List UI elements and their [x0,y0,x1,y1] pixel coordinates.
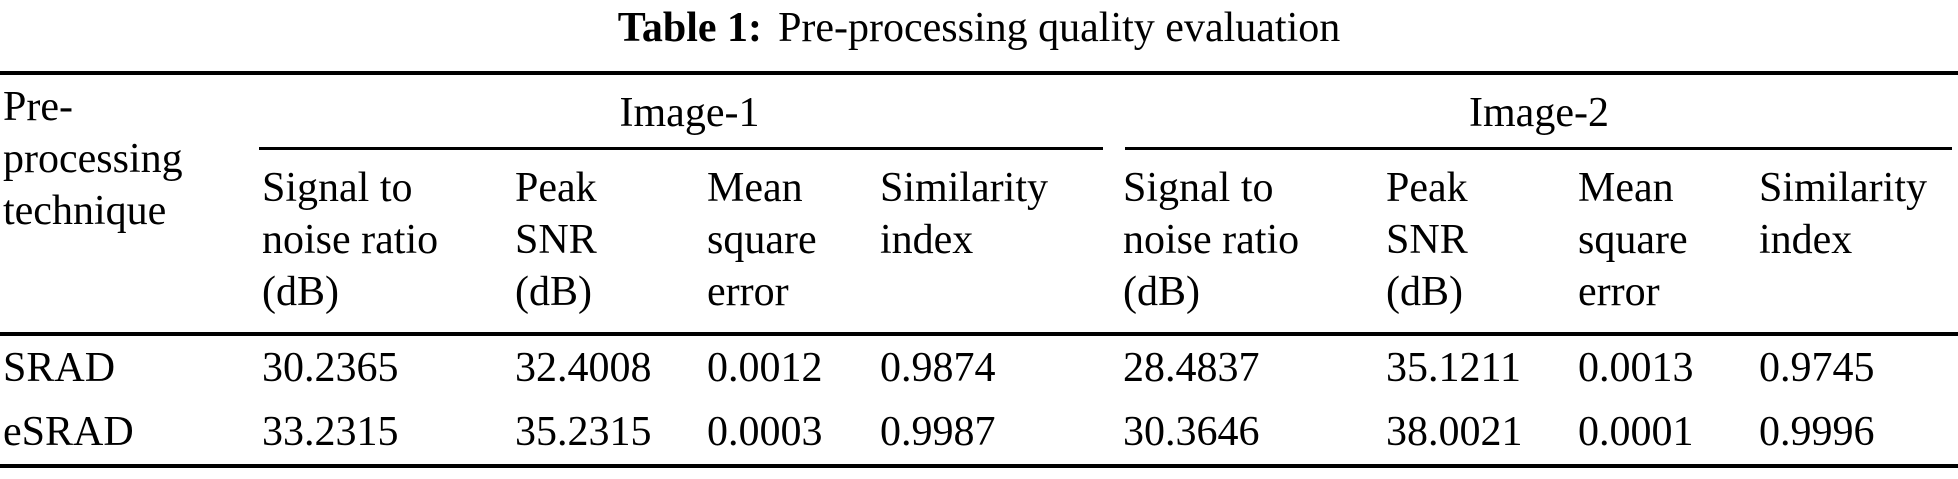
group-header-image-1: Image-1 [259,75,1120,150]
col-header-similarity-image-2: Similarity index [1756,150,1958,336]
cmidrule-image-1 [259,147,1103,150]
group-header-row: Pre- processing technique Image-1 Image-… [0,75,1958,336]
table-caption-label: Table 1: [617,5,763,51]
row-label-srad: SRAD [3,345,116,391]
cmidrule-image-2 [1125,147,1952,150]
table-row-esrad: eSRAD 33.2315 35.2315 0.0003 0.9987 30.3… [0,400,1958,464]
cell-esrad-peak-snr-image-1: 35.2315 [515,409,652,455]
table-caption-text: Pre-processing quality evaluation [778,5,1341,51]
cell-srad-mse-image-1: 0.0012 [707,345,823,391]
group-header-image-2: Image-2 [1120,75,1958,150]
table-caption: Table 1: Pre-processing quality evaluatio… [0,0,1958,71]
technique-column-header: Pre- processing technique [0,75,259,336]
row-label-esrad: eSRAD [3,409,134,455]
col-header-snr-image-2: Signal to noise ratio (dB) [1120,150,1383,336]
subheader-row: Signal to noise ratio (dB) Peak SNR (dB)… [0,150,1958,336]
cell-srad-peak-snr-image-2: 35.1211 [1386,345,1521,391]
cell-esrad-peak-snr-image-2: 38.0021 [1386,409,1523,455]
cell-srad-snr-image-1: 30.2365 [262,345,399,391]
cell-srad-similarity-image-1: 0.9874 [880,345,996,391]
cell-esrad-similarity-image-2: 0.9996 [1759,409,1875,455]
cell-srad-mse-image-2: 0.0013 [1578,345,1694,391]
col-header-mse-image-1: Mean square error [704,150,877,336]
col-header-peak-snr-image-2: Peak SNR (dB) [1383,150,1575,336]
evaluation-table: Pre- processing technique Image-1 Image-… [0,75,1958,464]
cell-esrad-mse-image-1: 0.0003 [707,409,823,455]
cell-esrad-snr-image-2: 30.3646 [1123,409,1260,455]
cell-esrad-similarity-image-1: 0.9987 [880,409,996,455]
cell-srad-similarity-image-2: 0.9745 [1759,345,1875,391]
table-row-srad: SRAD 30.2365 32.4008 0.0012 0.9874 28.48… [0,334,1958,400]
evaluation-table-container: Pre- processing technique Image-1 Image-… [0,71,1958,468]
col-header-similarity-image-1: Similarity index [877,150,1120,336]
col-header-snr-image-1: Signal to noise ratio (dB) [259,150,512,336]
group-header-image-2-label: Image-2 [1469,89,1609,136]
cell-srad-snr-image-2: 28.4837 [1123,345,1260,391]
col-header-mse-image-2: Mean square error [1575,150,1756,336]
cell-esrad-mse-image-2: 0.0001 [1578,409,1694,455]
col-header-peak-snr-image-1: Peak SNR (dB) [512,150,704,336]
group-header-image-1-label: Image-1 [619,89,760,136]
cell-esrad-snr-image-1: 33.2315 [262,409,399,455]
cell-srad-peak-snr-image-1: 32.4008 [515,345,652,391]
